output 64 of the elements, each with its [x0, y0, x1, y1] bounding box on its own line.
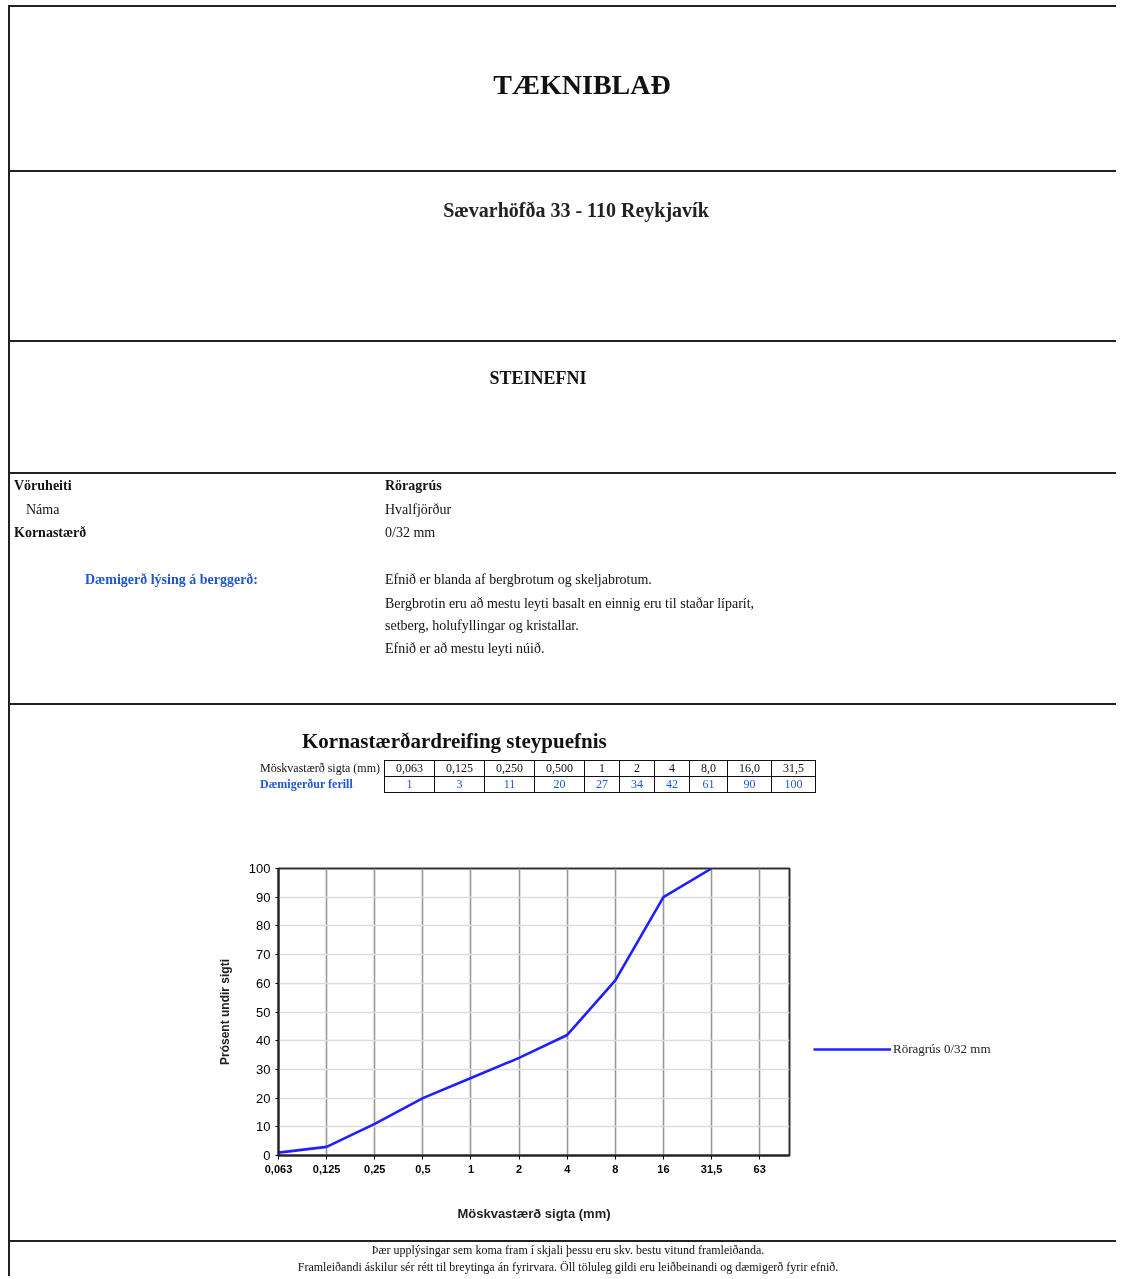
text: Efnið er blanda af bergbrotum og skeljabrotum. [385, 571, 652, 588]
x-tick-label: 0,25 [364, 1162, 386, 1175]
x-axis-title: Möskvastærð sigta (mm) [457, 1205, 611, 1221]
text: 42 [654, 776, 690, 793]
text: 4 [654, 760, 690, 777]
text: 0,063 [384, 760, 435, 777]
text: 27 [584, 776, 620, 793]
text: 0/32 mm [385, 524, 436, 541]
text: Vöruheiti [14, 477, 72, 494]
text: 0,500 [534, 760, 585, 777]
y-tick-label: 80 [256, 918, 271, 934]
text: 20 [534, 776, 585, 793]
y-tick-label: 60 [256, 975, 271, 991]
text: Þær upplýsingar sem koma fram í skjali þessu eru skv. bestu vitund framleiðanda. [371, 1243, 765, 1258]
text: Framleiðandi áskilur sér rétt til breytinga án fyrirvara. Öll töluleg gildi eru leiðbeinandi og dæmigerð fyrir efnið. [297, 1260, 839, 1275]
y-tick-label: 20 [256, 1090, 271, 1106]
text: Hvalfjörður [385, 501, 452, 518]
x-tick-label: 16 [657, 1162, 670, 1175]
y-axis-title: Prósent undir sigti [217, 958, 232, 1065]
text: 3 [434, 776, 485, 793]
text: Dæmigerð lýsing á berggerð: [85, 571, 259, 588]
chart-title: Kornastærðardreifing steypuefnis [302, 729, 607, 753]
text: 11 [484, 776, 535, 793]
text: Röragrús 0/32 mm [893, 1041, 991, 1057]
text: Efnið er að mestu leyti núið. [385, 640, 545, 657]
x-tick-label: 0,125 [312, 1162, 341, 1175]
text: Kornastærð [14, 524, 87, 541]
text: 61 [689, 776, 728, 793]
y-tick-label: 90 [256, 889, 271, 905]
text: 1 [384, 776, 435, 793]
text: 90 [727, 776, 772, 793]
text: Röragrús [385, 477, 442, 494]
text: 16,0 [727, 760, 772, 777]
x-tick-label: 31,5 [700, 1162, 723, 1175]
x-tick-label: 0,5 [415, 1162, 431, 1175]
text: 1 [584, 760, 620, 777]
text: 100 [771, 776, 816, 793]
x-tick-label: 1 [467, 1162, 475, 1175]
text: 0,125 [434, 760, 485, 777]
text: Dæmigerður ferill [260, 776, 354, 793]
x-tick-label: 4 [564, 1162, 572, 1175]
text: setberg, holufyllingar og kristallar. [385, 617, 579, 634]
y-tick-label: 0 [263, 1148, 271, 1163]
text: Bergbrotin eru að mestu leyti basalt en einnig eru til staðar líparít, [385, 595, 755, 612]
text: 2 [619, 760, 655, 777]
y-tick-label: 30 [256, 1061, 271, 1077]
text: TÆKNIBLAÐ [493, 69, 671, 100]
y-tick-label: 10 [256, 1119, 271, 1135]
text: 34 [619, 776, 655, 793]
y-tick-label: 40 [256, 1033, 271, 1049]
text: Náma [26, 501, 60, 518]
text: Sævarhöfða 33 - 110 Reykjavík [443, 199, 709, 222]
y-tick-label: 70 [256, 947, 271, 963]
y-tick-label: 100 [248, 861, 271, 876]
x-tick-label: 2 [516, 1162, 523, 1175]
text: 31,5 [771, 760, 816, 777]
text: STEINEFNI [489, 368, 587, 389]
x-tick-label: 0,063 [264, 1162, 293, 1175]
text: Möskvastærð sigta (mm) [260, 761, 380, 775]
y-tick-label: 50 [256, 1004, 271, 1020]
x-tick-label: 63 [753, 1162, 766, 1175]
text: 8,0 [689, 760, 728, 777]
text: 0,250 [484, 760, 535, 777]
x-tick-label: 8 [612, 1162, 619, 1175]
